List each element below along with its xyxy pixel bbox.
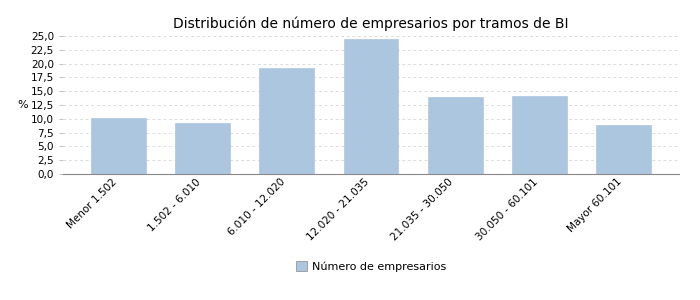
Bar xyxy=(512,96,567,174)
Bar xyxy=(428,97,482,174)
Bar xyxy=(596,125,651,174)
Bar xyxy=(91,118,146,174)
Title: Distribución de número de empresarios por tramos de BI: Distribución de número de empresarios po… xyxy=(174,16,568,31)
Bar xyxy=(175,123,230,174)
Bar xyxy=(260,68,314,174)
Legend: Número de empresarios: Número de empresarios xyxy=(291,256,451,276)
Bar xyxy=(344,39,398,174)
Y-axis label: %: % xyxy=(17,100,28,110)
